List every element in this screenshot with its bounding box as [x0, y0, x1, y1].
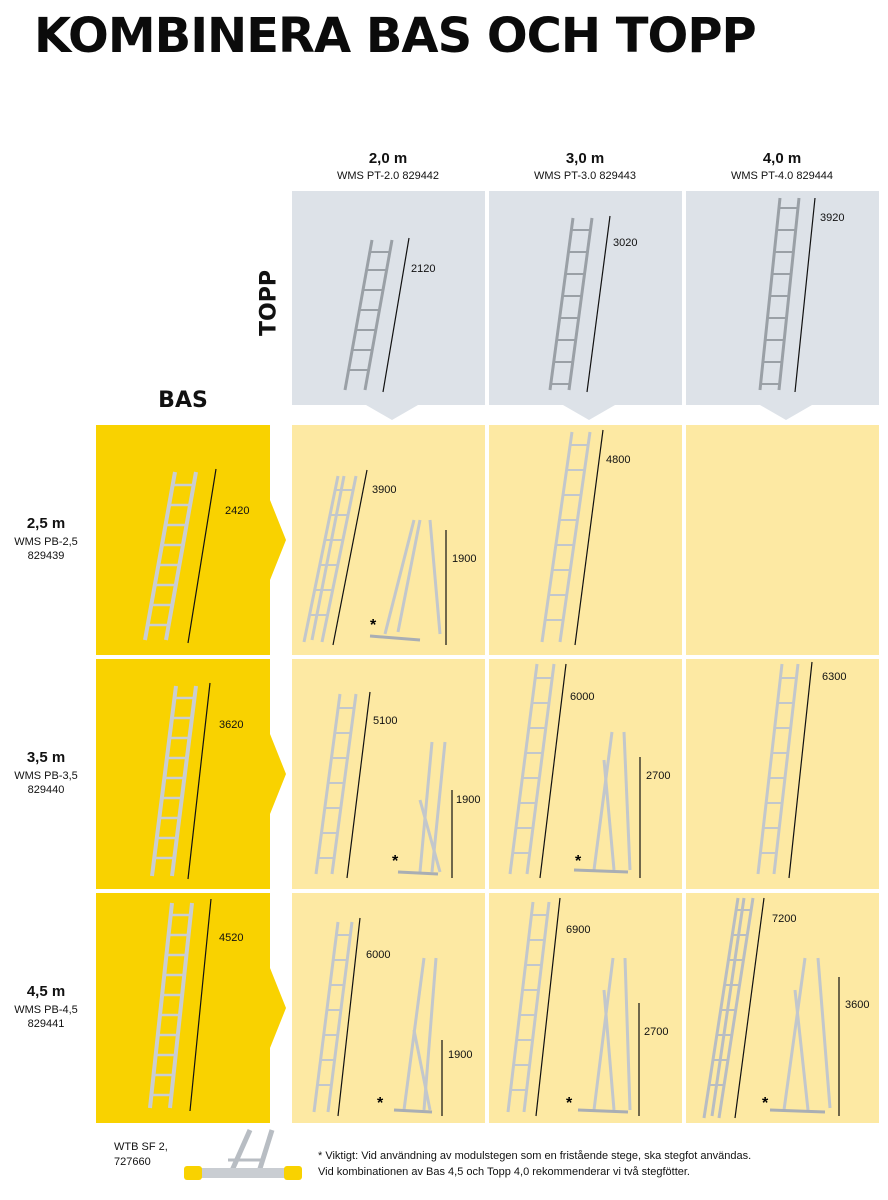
topp-arrow	[760, 405, 812, 420]
row-header-4-5m: 4,5 m WMS PB-4,5 829441	[0, 983, 92, 1031]
topp-panel-3m	[489, 191, 682, 405]
bas-arrow	[270, 734, 286, 814]
dimension-label: 2120	[411, 263, 435, 275]
combo-panel	[489, 659, 682, 889]
row-size: 3,5 m	[26, 749, 66, 766]
accessory-label: WTB SF 2, 727660	[114, 1140, 168, 1170]
combo-panel-empty	[686, 425, 879, 655]
dimension-label: 1900	[452, 553, 476, 565]
ladder-icon	[302, 475, 358, 643]
dimension-label: 4520	[219, 932, 243, 944]
row-size: 2,5 m	[26, 515, 66, 532]
column-header-3m: 3,0 m WMS PT-3.0 829443	[487, 150, 683, 182]
column-code: WMS PT-2.0 829442	[336, 170, 440, 182]
topp-arrow	[563, 405, 615, 420]
accessory-name: WTB SF 2,	[114, 1141, 168, 1153]
dimension-label: 5100	[373, 715, 397, 727]
asterisk-mark: *	[392, 853, 399, 870]
asterisk-mark: *	[370, 617, 377, 634]
accessory-code: 727660	[114, 1156, 151, 1168]
row-article: 829440	[27, 784, 65, 796]
dimension-label: 6000	[570, 691, 594, 703]
combo-panel	[292, 893, 485, 1123]
combo-panel	[686, 659, 879, 889]
stepladder-icon	[397, 741, 447, 876]
dimension-label: 6300	[822, 671, 846, 683]
ladder-icon	[143, 471, 198, 641]
combo-panel	[292, 659, 485, 889]
dimension-label: 2700	[644, 1026, 668, 1038]
stegfot-icon	[184, 1128, 302, 1180]
stepladder-icon	[393, 957, 438, 1114]
topp-panel-2m	[292, 191, 485, 405]
column-header-4m: 4,0 m WMS PT-4.0 829444	[684, 150, 880, 182]
ladder-icon	[540, 431, 592, 643]
ladder-icon	[508, 663, 556, 875]
footnote-line: Vid kombinationen av Bas 4,5 och Topp 4,…	[318, 1166, 690, 1178]
ladder-icon	[702, 897, 755, 1119]
dimension-label: 4800	[606, 454, 630, 466]
row-article: 829439	[27, 550, 65, 562]
bas-arrow	[270, 500, 286, 580]
asterisk-mark: *	[575, 853, 582, 870]
dimension-label: 1900	[456, 794, 480, 806]
asterisk-mark: *	[566, 1095, 573, 1112]
dimension-label: 3600	[845, 999, 869, 1011]
row-code: WMS PB-3,5	[14, 770, 78, 782]
page-title: KOMBINERA BAS OCH TOPP	[34, 8, 757, 64]
ladder-icon	[548, 217, 594, 391]
footnote: * Viktigt: Vid användning av modulstegen…	[318, 1148, 878, 1180]
dimension-label: 7200	[772, 913, 796, 925]
ladder-icon	[312, 921, 354, 1113]
stepladder-icon	[577, 957, 632, 1114]
topp-panel-4m	[686, 191, 879, 405]
column-size: 4,0 m	[762, 150, 802, 167]
topp-arrow	[366, 405, 418, 420]
ladder-icon	[756, 663, 800, 875]
column-size: 3,0 m	[565, 150, 605, 167]
dimension-label: 2420	[225, 505, 249, 517]
row-code: WMS PB-2,5	[14, 536, 78, 548]
dimension-label: 6000	[366, 949, 390, 961]
column-header-2m: 2,0 m WMS PT-2.0 829442	[290, 150, 486, 182]
dimension-label: 1900	[448, 1049, 472, 1061]
dimension-label: 3620	[219, 719, 243, 731]
ladder-icon	[314, 693, 358, 875]
stepladder-icon	[769, 957, 832, 1114]
row-code: WMS PB-4,5	[14, 1004, 78, 1016]
dimension-label: 6900	[566, 924, 590, 936]
asterisk-mark: *	[762, 1095, 769, 1112]
column-code: WMS PT-3.0 829443	[533, 170, 637, 182]
row-article: 829441	[27, 1018, 65, 1030]
column-size: 2,0 m	[368, 150, 408, 167]
asterisk-mark: *	[377, 1095, 384, 1112]
dimension-label: 2700	[646, 770, 670, 782]
ladder-icon	[148, 902, 194, 1109]
stepladder-icon	[573, 731, 632, 874]
bas-arrow	[270, 968, 286, 1048]
footnote-line: * Viktigt: Vid användning av modulstegen…	[318, 1150, 752, 1162]
stepladder-icon	[369, 519, 442, 642]
bas-panel-4-5m	[96, 893, 270, 1123]
column-code: WMS PT-4.0 829444	[730, 170, 834, 182]
dimension-label: 3920	[820, 212, 844, 224]
row-header-2-5m: 2,5 m WMS PB-2,5 829439	[0, 515, 92, 563]
ladder-icon	[150, 685, 198, 877]
row-size: 4,5 m	[26, 983, 66, 1000]
bas-label: BAS	[158, 388, 208, 413]
row-header-3-5m: 3,5 m WMS PB-3,5 829440	[0, 749, 92, 797]
ladder-icon	[343, 239, 394, 391]
ladder-icon	[506, 901, 551, 1113]
dimension-label: 3900	[372, 484, 396, 496]
dimension-label: 3020	[613, 237, 637, 249]
ladder-icon	[758, 197, 801, 391]
